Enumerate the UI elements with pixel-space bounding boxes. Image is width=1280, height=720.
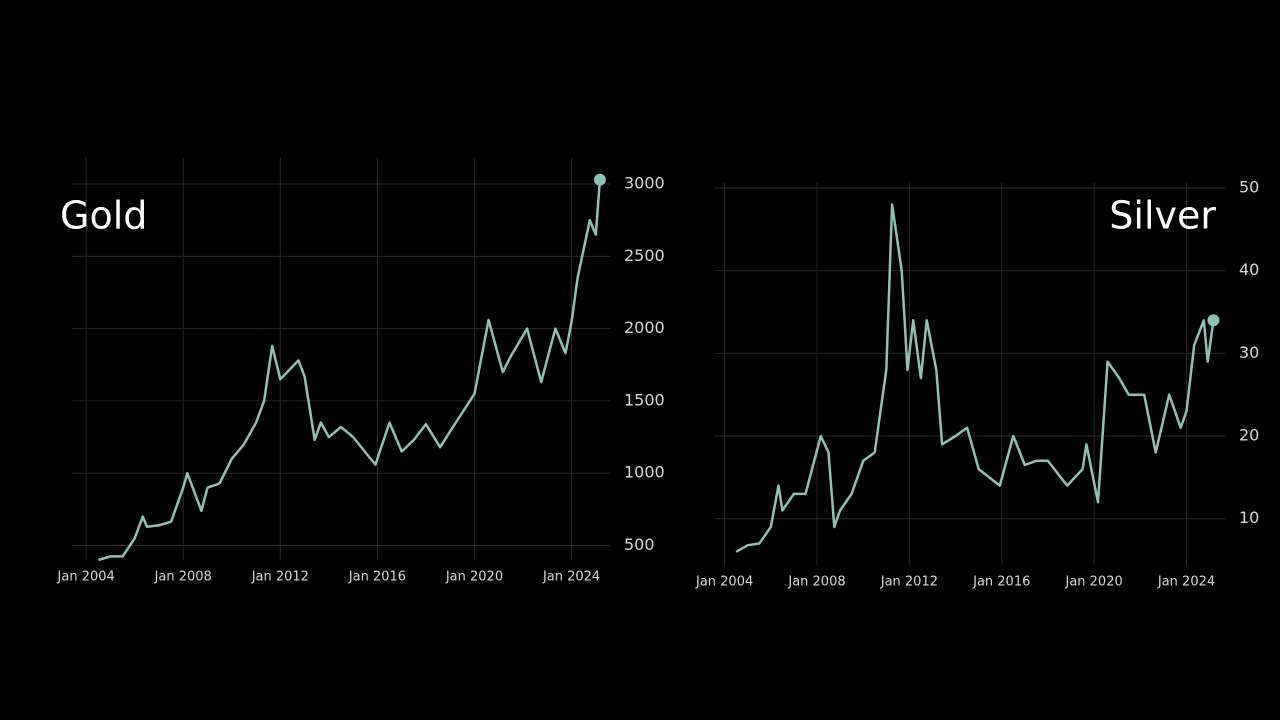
y-tick-label: 20 (1239, 426, 1259, 445)
y-tick-label: 500 (624, 535, 655, 554)
y-tick-label: 1000 (624, 463, 665, 482)
chart-title: Silver (1109, 194, 1216, 238)
x-tick-label: Jan 2016 (972, 575, 1030, 590)
y-tick-label: 1500 (624, 390, 665, 409)
y-tick-label: 50 (1239, 177, 1259, 196)
price-line (97, 179, 602, 562)
x-tick-label: Jan 2024 (542, 570, 600, 585)
x-tick-label: Jan 2004 (57, 570, 115, 585)
x-tick-label: Jan 2024 (1157, 575, 1215, 590)
y-tick-label: 2000 (624, 318, 665, 337)
x-tick-label: Jan 2008 (154, 570, 212, 585)
y-tick-label: 3000 (624, 174, 665, 193)
x-tick-label: Jan 2008 (787, 575, 845, 590)
last-point (1207, 314, 1220, 327)
x-tick-label: Jan 2020 (1064, 575, 1122, 590)
y-tick-label: 40 (1239, 260, 1259, 279)
price-line (735, 203, 1215, 553)
x-tick-label: Jan 2020 (445, 570, 503, 585)
y-tick-label: 10 (1239, 508, 1259, 527)
y-tick-label: 2500 (624, 246, 665, 265)
y-tick-label: 30 (1239, 343, 1259, 362)
x-tick-label: Jan 2016 (348, 570, 406, 585)
x-tick-label: Jan 2004 (695, 575, 753, 590)
chart-title: Gold (60, 194, 147, 238)
last-point (593, 173, 606, 186)
x-tick-label: Jan 2012 (251, 570, 309, 585)
x-tick-label: Jan 2012 (880, 575, 938, 590)
